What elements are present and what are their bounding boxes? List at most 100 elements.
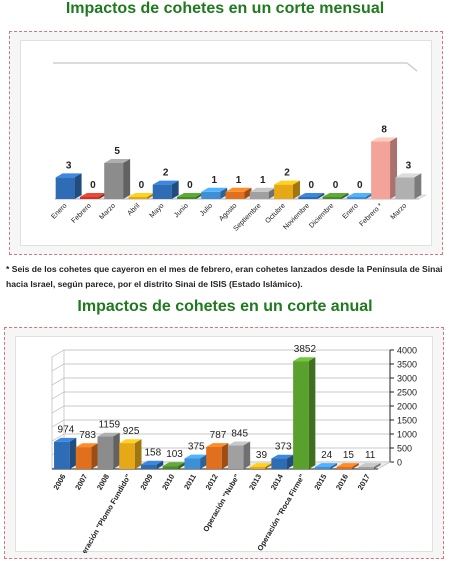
bar-top xyxy=(201,187,228,192)
bar-9 xyxy=(249,463,272,469)
bar-side xyxy=(414,173,422,199)
bar-top xyxy=(395,173,422,178)
data-label: 375 xyxy=(188,442,205,453)
bar-front xyxy=(184,458,201,469)
category-label: Febrero xyxy=(71,202,93,224)
monthly-chart-svg: 3Enero0Febrero5Marzo0Abril2Mayo0Junio1Ju… xyxy=(50,62,428,233)
y-tick-label: 2000 xyxy=(397,402,417,412)
bar-front xyxy=(162,466,179,469)
yearly-chart-frame: 0 500 1000 1500 2000 2500 3000 3500 4000 974 2006 7… xyxy=(4,327,444,559)
bar-8 xyxy=(227,441,251,469)
bar-1 xyxy=(79,193,106,199)
y-tick-label: 2500 xyxy=(397,388,417,398)
data-label: 974 xyxy=(58,425,75,436)
bar-4 xyxy=(152,180,179,199)
category-label: 2016 xyxy=(334,473,350,492)
bar-side xyxy=(178,462,185,469)
y-tick-label: 3000 xyxy=(397,374,417,384)
bar-front xyxy=(346,197,366,199)
bar-top xyxy=(140,460,164,465)
bar-front xyxy=(336,467,353,469)
category-label: 2007 xyxy=(73,473,89,492)
bar-top xyxy=(97,432,120,437)
bar-top xyxy=(55,173,82,178)
data-label: 5 xyxy=(114,146,120,157)
category-label: Febrero * xyxy=(358,202,384,228)
bar-side xyxy=(91,443,99,469)
bar-13 xyxy=(371,137,398,199)
bar-top xyxy=(128,193,155,197)
y-tick-label: 4000 xyxy=(397,346,417,356)
bar-side xyxy=(243,441,251,469)
bar-9 xyxy=(274,180,300,199)
monthly-chart-area: 3 Enero 0 Febrero 5 Marzo 0 Abril 2 Mayo 0 Junio 1 Ju… xyxy=(20,40,432,246)
bar-side xyxy=(317,193,325,199)
bar-side xyxy=(113,432,120,469)
yearly-chart-svg: 0 500 1000 1500 2000 2500 3000 3500 4000 974 2006 7… xyxy=(50,344,417,553)
data-label: 845 xyxy=(231,428,248,439)
bar-top xyxy=(249,463,272,467)
category-label: Agosto xyxy=(218,202,238,222)
data-label: 0 xyxy=(357,180,363,191)
bar-top xyxy=(293,357,316,362)
bar-side xyxy=(265,463,272,469)
bar-front xyxy=(298,197,318,199)
bar-front xyxy=(177,197,196,199)
data-label: 2 xyxy=(163,168,169,179)
bar-3 xyxy=(119,439,142,469)
category-label: Enero xyxy=(342,202,360,220)
gridline xyxy=(51,349,390,358)
category-label: 2008 xyxy=(95,473,111,492)
gridline xyxy=(51,391,390,400)
data-label: 1 xyxy=(260,175,266,186)
bar-side xyxy=(373,463,381,469)
y-tick-label: 1000 xyxy=(397,430,417,440)
bar-top xyxy=(371,137,398,142)
bar-3 xyxy=(128,193,155,199)
bar-front xyxy=(227,445,244,469)
bar-front xyxy=(293,361,309,469)
category-label: 2017 xyxy=(356,473,372,492)
bar-2 xyxy=(104,159,131,199)
bar-8 xyxy=(249,187,276,199)
data-label: 0 xyxy=(333,180,339,191)
footnote: * Seis de los cohetes que cayeron en el … xyxy=(6,264,443,289)
bar-side xyxy=(268,187,276,199)
bar-top xyxy=(119,439,142,444)
bar-side xyxy=(195,193,203,199)
bar-top xyxy=(162,462,185,467)
bar-6 xyxy=(201,187,228,199)
bar-top xyxy=(336,463,359,467)
bar-front xyxy=(104,163,124,199)
bar-front xyxy=(249,467,266,469)
bar-front xyxy=(75,447,92,469)
bar-front xyxy=(395,177,415,199)
bar-2 xyxy=(97,432,120,469)
chart-top-edge xyxy=(53,62,418,72)
bar-top xyxy=(298,193,325,197)
bar-10 xyxy=(271,454,294,469)
bar-side xyxy=(220,187,228,199)
data-label: 3 xyxy=(406,160,412,171)
y-tick-label: 0 xyxy=(397,458,402,468)
bar-side xyxy=(156,460,164,469)
bar-side xyxy=(200,454,207,469)
bar-top xyxy=(322,193,349,197)
bar-front xyxy=(55,177,75,199)
bar-side xyxy=(292,180,300,199)
monthly-chart-frame: 3 Enero 0 Febrero 5 Marzo 0 Abril 2 Mayo 0 Junio 1 Ju… xyxy=(9,31,443,255)
bar-top xyxy=(227,441,251,446)
gridline xyxy=(51,377,390,386)
bar-front xyxy=(79,197,99,199)
bar-7 xyxy=(225,187,252,199)
bar-top xyxy=(271,454,294,459)
y-tick-label: 3500 xyxy=(397,360,417,370)
bar-side xyxy=(98,193,106,199)
bar-top xyxy=(184,454,207,459)
data-label: 3 xyxy=(66,160,72,171)
bar-front xyxy=(128,197,148,199)
yearly-chart-area: 0 500 1000 1500 2000 2500 3000 3500 4000 974 2006 7… xyxy=(15,336,433,553)
data-label: 24 xyxy=(321,450,333,461)
data-label: 1 xyxy=(211,175,217,186)
data-label: 373 xyxy=(275,442,292,453)
